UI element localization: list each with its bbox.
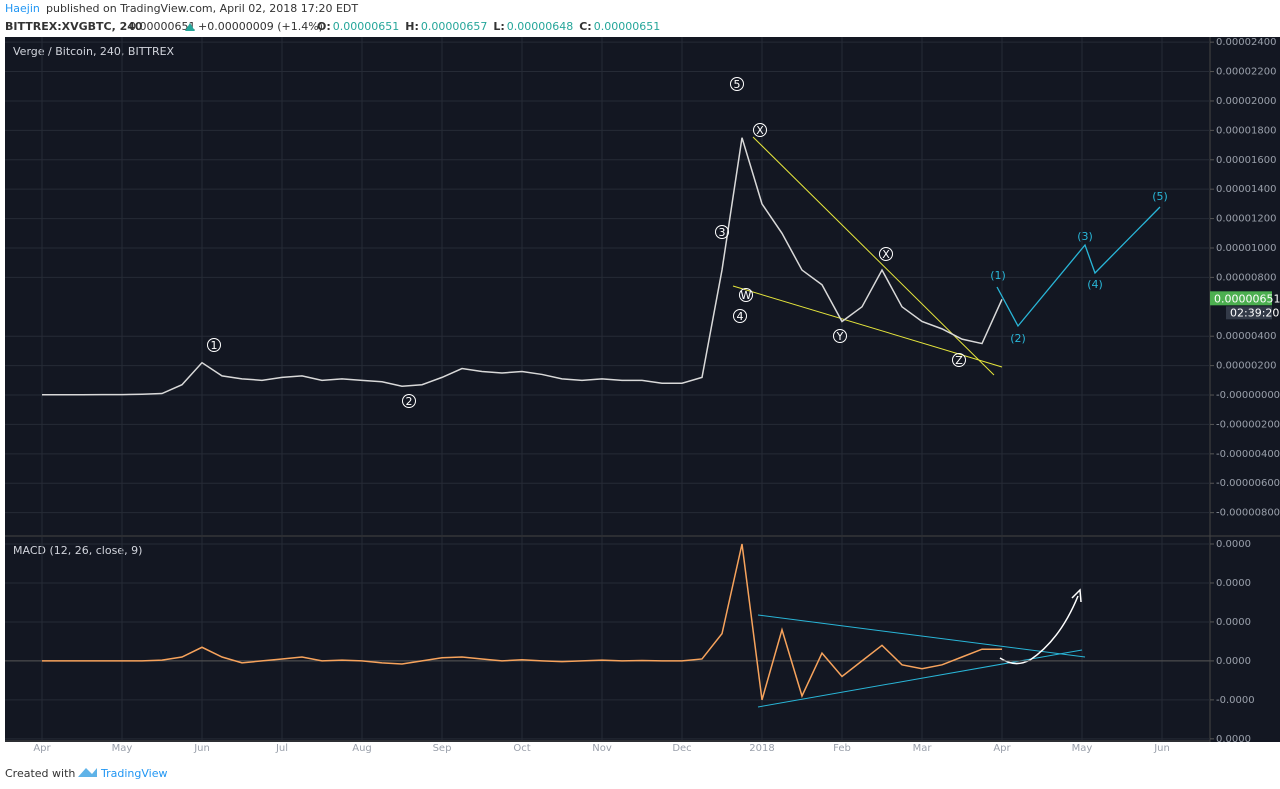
wave-label: (1) — [990, 269, 1006, 282]
projection-arrow — [999, 595, 1079, 665]
x-tick-label: 2018 — [749, 743, 774, 754]
author[interactable]: Haejin — [5, 2, 40, 15]
y-tick-label: 0.0000 — [1216, 578, 1251, 589]
ohlc-value: 0.00000657 — [421, 20, 487, 33]
x-tick-label: Dec — [672, 743, 691, 754]
ohlc-label: H: — [405, 20, 419, 33]
y-tick-label: 0.00002200 — [1216, 67, 1276, 78]
y-tick-label: -0.0000 — [1216, 695, 1255, 706]
y-tick-label: 0.00001000 — [1216, 243, 1276, 254]
up-arrow — [185, 23, 195, 31]
published: published on TradingView.com, April 02, … — [46, 2, 358, 15]
logo — [78, 768, 97, 777]
y-tick-label: 0.0000 — [1216, 539, 1251, 550]
countdown: 02:39:20 — [1230, 306, 1279, 319]
x-tick-label: May — [1072, 743, 1093, 754]
y-tick-label: 0.0000 — [1216, 656, 1251, 667]
y-tick-label: -0.00000000 — [1216, 390, 1280, 401]
wave-label: 5 — [734, 78, 741, 91]
ohlc-label: L: — [493, 20, 504, 33]
wave-circle — [739, 288, 753, 302]
x-tick-label: Jun — [1153, 743, 1170, 754]
last-price-box — [1210, 291, 1272, 306]
y-tick-label: 0.0000 — [1216, 617, 1251, 628]
chart-area — [5, 37, 1280, 742]
footer-brand[interactable]: TradingView — [100, 767, 167, 780]
y-tick-label: 0.00002400 — [1216, 37, 1276, 48]
wave-circle — [715, 225, 729, 239]
x-tick-label: Mar — [913, 743, 933, 754]
x-tick-label: Aug — [352, 743, 372, 754]
last-price: 0.00000651 — [129, 20, 195, 33]
x-tick-label: Feb — [833, 743, 851, 754]
ohlc-label: C: — [579, 20, 591, 33]
wave-label: Z — [955, 354, 963, 367]
wave-circle — [733, 309, 747, 323]
y-tick-label: -0.00000600 — [1216, 478, 1280, 489]
last-price-label: 0.00000651 — [1214, 292, 1280, 305]
y-tick-label: 0.00000800 — [1216, 272, 1276, 283]
wave-label: (5) — [1152, 190, 1168, 203]
wave-label: X — [882, 248, 890, 261]
x-tick-label: Sep — [433, 743, 452, 754]
wave-label: (3) — [1077, 230, 1093, 243]
wave-label: W — [741, 289, 752, 302]
price-line — [42, 137, 1003, 396]
macd-trendline — [757, 614, 1086, 658]
wave-circle — [730, 77, 744, 91]
footer-text: Created with — [5, 767, 75, 780]
y-tick-label: 0.00001800 — [1216, 125, 1276, 136]
symbol: BITTREX:XVGBTC, 240 — [5, 20, 143, 33]
projection — [996, 206, 1161, 328]
wave-label: (2) — [1010, 332, 1026, 345]
y-tick-label: -0.00000200 — [1216, 419, 1280, 430]
y-tick-label: -0.00000400 — [1216, 449, 1280, 460]
wave-circle — [952, 353, 966, 367]
wave-circle — [833, 329, 847, 343]
wave-label: 2 — [406, 395, 413, 408]
wave-label: X — [756, 124, 764, 137]
countdown-box — [1226, 306, 1272, 320]
wave-circle — [402, 394, 416, 408]
y-tick-label: -0.00000800 — [1216, 508, 1280, 519]
wave-label: 1 — [211, 339, 218, 352]
wave-label: 4 — [737, 310, 744, 323]
wave-circle — [207, 338, 221, 352]
arrow-head — [1071, 588, 1082, 603]
chart-title: Verge / Bitcoin, 240, BITTREX — [13, 45, 175, 58]
wave-label: 3 — [719, 226, 726, 239]
y-tick-label: 0.0000 — [1216, 734, 1251, 745]
y-tick-label: 0.00001400 — [1216, 184, 1276, 195]
macd-trendline — [757, 649, 1083, 708]
ohlc-label: O: — [317, 20, 331, 33]
change: +0.00000009 (+1.4%) — [198, 20, 323, 33]
wave-label: (4) — [1087, 278, 1103, 291]
x-tick-label: May — [112, 743, 133, 754]
y-tick-label: 0.00001200 — [1216, 214, 1276, 225]
wave-circle — [879, 247, 893, 261]
y-tick-label: 0.00000200 — [1216, 361, 1276, 372]
wave-label: Y — [836, 330, 844, 343]
x-tick-label: Apr — [993, 743, 1011, 754]
price-line — [42, 543, 1002, 701]
x-tick-label: Nov — [592, 743, 612, 754]
ohlc-value: 0.00000648 — [507, 20, 573, 33]
x-tick-label: Jul — [275, 743, 288, 754]
x-tick-label: Jun — [193, 743, 210, 754]
x-tick-label: Oct — [513, 743, 530, 754]
y-tick-label: 0.00000400 — [1216, 331, 1276, 342]
ohlc-value: 0.00000651 — [333, 20, 399, 33]
ohlc-value: 0.00000651 — [594, 20, 660, 33]
y-tick-label: 0.00002000 — [1216, 96, 1276, 107]
x-tick-label: Apr — [33, 743, 51, 754]
wave-circle — [753, 123, 767, 137]
macd-title: MACD (12, 26, close, 9) — [13, 544, 142, 557]
y-tick-label: 0.00001600 — [1216, 155, 1276, 166]
